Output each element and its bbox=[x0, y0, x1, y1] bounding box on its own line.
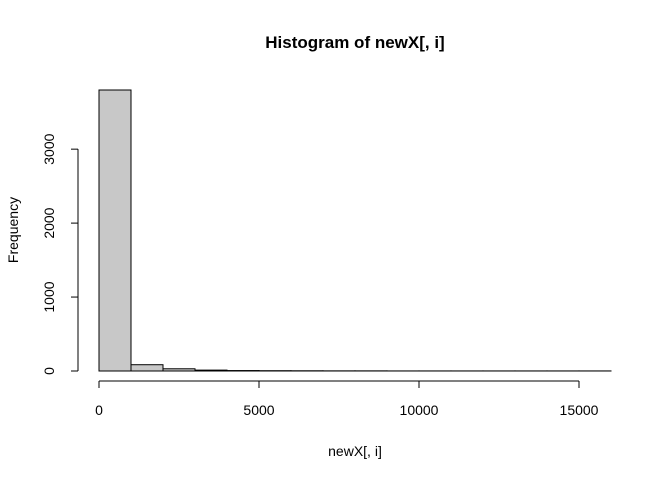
x-tick-label: 0 bbox=[95, 402, 103, 418]
y-axis-label: Frequency bbox=[5, 197, 21, 263]
y-tick-label: 2000 bbox=[41, 207, 57, 238]
x-tick-label: 15000 bbox=[560, 402, 599, 418]
x-tick-label: 10000 bbox=[400, 402, 439, 418]
histogram-bar bbox=[162, 368, 196, 372]
y-tick-label: 1000 bbox=[41, 281, 57, 312]
y-tick-label: 0 bbox=[41, 367, 57, 375]
y-tick-label: 3000 bbox=[41, 133, 57, 164]
x-axis: 0 5000 10000 15000 bbox=[95, 380, 599, 418]
x-axis-label: newX[, i] bbox=[328, 443, 382, 459]
x-tick-label: 5000 bbox=[243, 402, 274, 418]
chart-title: Histogram of newX[, i] bbox=[265, 33, 444, 52]
histogram-bar bbox=[194, 369, 228, 372]
histogram-bar bbox=[130, 364, 164, 372]
histogram-bars bbox=[98, 89, 612, 372]
y-axis: 0 1000 2000 3000 bbox=[41, 133, 79, 375]
histogram-bar bbox=[98, 89, 132, 372]
